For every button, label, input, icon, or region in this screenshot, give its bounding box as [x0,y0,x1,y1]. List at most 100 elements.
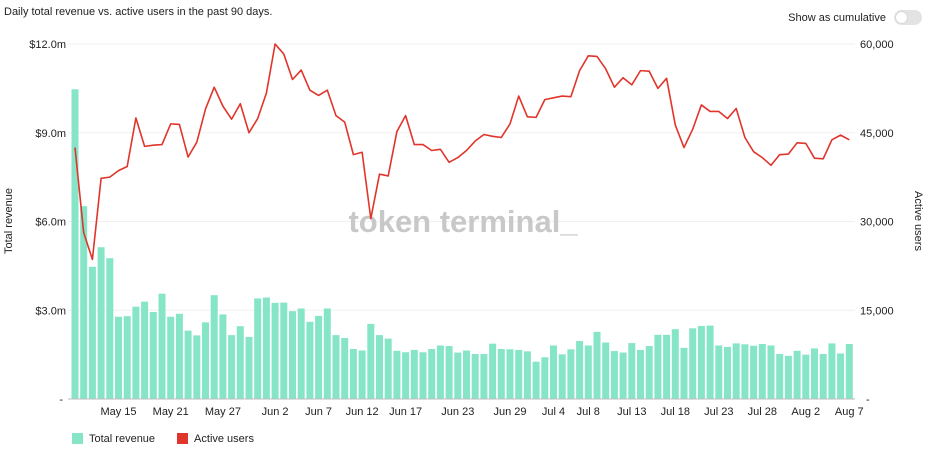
revenue-bar [784,355,792,399]
revenue-bar [367,323,375,399]
x-tick-label: May 21 [153,406,189,418]
x-tick-label: Jul 23 [704,406,733,418]
revenue-bar [80,206,88,399]
revenue-bar [767,345,775,399]
y-right-zero: - [866,394,870,406]
revenue-bar [628,343,636,399]
revenue-bar [245,336,253,399]
x-tick-label: Jun 17 [389,406,422,418]
y-left-zero: - [59,394,63,406]
revenue-bar [523,351,531,399]
revenue-bar [663,334,671,399]
x-tick-label: Jul 8 [577,406,600,418]
y-left-tick-label: $9.0m [35,128,66,140]
y-right-tick-label: 45,000 [860,128,894,140]
x-tick-label: May 27 [205,406,241,418]
cumulative-toggle-group: Show as cumulative [788,10,922,25]
x-tick-label: Aug 2 [791,406,820,418]
revenue-bar [262,297,270,399]
y-right-tick-label: 15,000 [860,305,894,317]
y-right-tick-label: 30,000 [860,217,894,229]
revenue-bar [802,354,810,399]
revenue-bar [445,346,453,399]
revenue-bar [384,338,392,399]
revenue-bar [715,345,723,399]
legend: Total revenue Active users [72,433,254,445]
revenue-bar [593,331,601,399]
revenue-bar [671,329,679,399]
revenue-bar [741,344,749,399]
legend-label: Total revenue [89,433,156,445]
revenue-bar [558,354,566,399]
cumulative-toggle[interactable] [894,10,922,25]
x-tick-label: Jun 2 [262,406,289,418]
y-right-axis-label: Active users [912,191,924,251]
revenue-bar [724,346,731,399]
revenue-bar [175,313,183,399]
users-swatch [177,433,189,444]
revenue-bar [541,357,549,399]
revenue-bar [410,349,418,399]
revenue-bar [210,295,218,399]
revenue-bar [289,311,296,399]
revenue-bar [837,353,845,399]
revenue-bar [758,343,766,399]
legend-item-users[interactable]: Active users [177,433,254,445]
revenue-bar [149,312,157,399]
revenue-bar [228,335,236,399]
revenue-bar [97,247,105,399]
revenue-bar [689,328,697,399]
revenue-bar [480,354,488,399]
revenue-bar [271,302,279,399]
revenue-bar [654,334,662,399]
y-right-tick-label: 60,000 [860,39,894,51]
revenue-bar [193,335,201,399]
x-tick-label: Jun 7 [305,406,332,418]
revenue-swatch [72,433,83,444]
revenue-bar [645,346,653,399]
revenue-bar [123,316,131,399]
revenue-bar [184,330,192,399]
x-tick-label: Jun 12 [346,406,379,418]
revenue-bar [280,302,288,399]
y-left-axis-label: Total revenue [3,188,15,254]
revenue-bar [158,293,166,399]
revenue-bar [515,349,523,399]
revenue-bar [489,343,497,399]
revenue-bar [567,349,575,399]
revenue-bar [436,345,444,399]
watermark: token terminal_ [348,204,578,239]
x-tick-label: Jul 28 [748,406,777,418]
x-tick-label: Aug 7 [835,406,864,418]
revenue-bar [584,345,592,399]
revenue-bar [428,349,436,399]
revenue-bar [732,343,740,399]
active-users-line [74,43,850,261]
x-tick-label: Jul 18 [661,406,690,418]
revenue-bar [750,345,758,399]
revenue-bar [236,326,244,399]
x-tick-label: Jun 29 [493,406,526,418]
x-tick-label: Jun 23 [441,406,474,418]
revenue-bar [550,345,557,399]
revenue-bar [254,298,262,399]
revenue-bar [349,349,357,399]
revenue-bar [393,350,401,399]
x-tick-label: Jul 4 [542,406,565,418]
revenue-bar [811,348,818,399]
revenue-bar [323,308,331,399]
revenue-bar [463,350,470,399]
revenue-bar [115,316,122,399]
revenue-bar [776,354,784,399]
revenue-bar [132,306,140,399]
y-left-tick-label: $6.0m [35,217,66,229]
revenue-bar [845,343,853,399]
revenue-bar [819,354,827,399]
revenue-bar [506,349,514,399]
revenue-bar [315,315,323,399]
legend-item-revenue[interactable]: Total revenue [72,433,155,445]
revenue-bar [619,352,627,399]
revenue-bar [297,308,305,399]
